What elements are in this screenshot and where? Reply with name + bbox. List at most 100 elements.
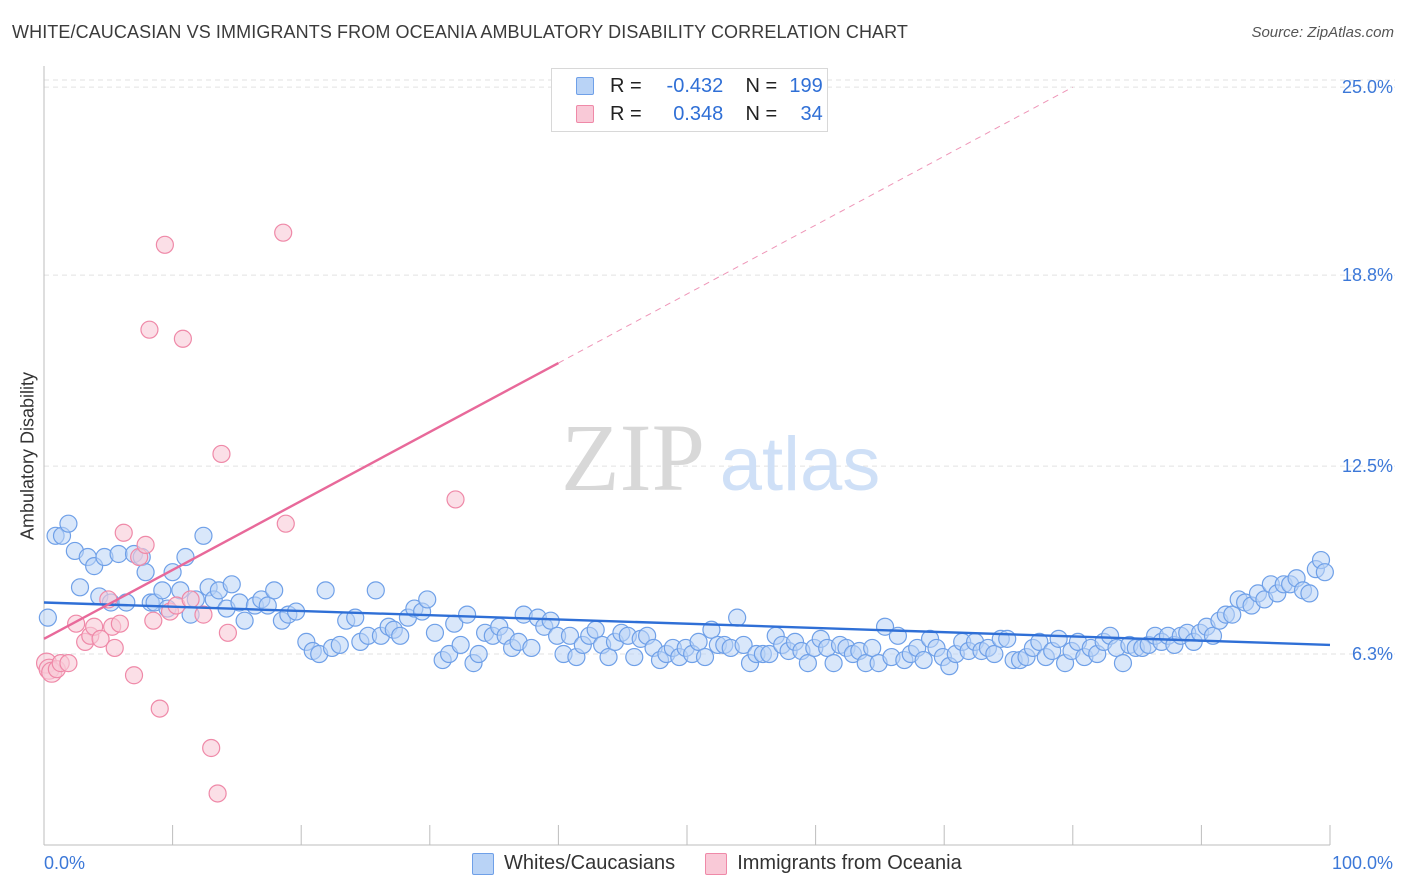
legend-swatch-oceania: [576, 105, 594, 123]
legend-r-value: 0.348: [673, 102, 724, 125]
legend: R = -0.432 N = 199 R = 0.348 N = 34: [551, 68, 828, 132]
point-whites: [330, 635, 349, 655]
point-whites: [560, 626, 580, 645]
legend-r-label: R =: [610, 102, 642, 125]
point-whites: [824, 654, 843, 673]
point-oceania: [274, 223, 293, 242]
point-oceania: [105, 638, 124, 658]
bottom-legend-label-whites: Whites/Caucasians: [504, 852, 676, 874]
point-whites: [265, 581, 284, 600]
series-whites: [38, 514, 1334, 676]
y-tick-label: 18.8%: [1342, 265, 1393, 285]
trend-extension-oceania: [558, 86, 1074, 364]
legend-r-value: -0.432: [666, 74, 724, 97]
point-oceania: [59, 654, 78, 673]
point-whites: [1049, 629, 1068, 648]
point-whites: [391, 626, 410, 645]
point-whites: [1113, 654, 1133, 673]
y-tick-label: 12.5%: [1342, 456, 1393, 476]
point-whites: [38, 608, 57, 627]
point-whites: [109, 544, 128, 564]
point-whites: [1030, 632, 1049, 651]
bottom-legend-swatch-whites: [472, 852, 494, 875]
point-oceania: [144, 611, 163, 630]
bottom-legend-whites: Whites/Caucasians: [472, 852, 675, 875]
point-whites: [586, 620, 605, 639]
bottom-legend-swatch-oceania: [705, 852, 728, 875]
legend-n-value: 34: [800, 102, 823, 125]
point-oceania: [110, 614, 129, 633]
point-whites: [316, 581, 335, 600]
point-oceania: [136, 535, 155, 554]
point-whites: [863, 638, 882, 658]
point-oceania: [150, 699, 169, 718]
point-whites: [1315, 563, 1334, 582]
point-whites: [1223, 605, 1242, 624]
series-oceania: [35, 223, 465, 803]
watermark: ZIP atlas: [561, 404, 880, 511]
point-whites: [457, 605, 477, 624]
legend-r-label: R =: [610, 74, 642, 97]
point-oceania: [276, 514, 295, 533]
point-whites: [117, 593, 136, 612]
bottom-legend: Whites/Caucasians Immigrants from Oceani…: [472, 852, 992, 875]
point-oceania: [446, 490, 465, 509]
trend-lines: [43, 86, 1331, 647]
point-whites: [1300, 584, 1319, 603]
y-tick-label: 25.0%: [1342, 77, 1393, 97]
point-whites: [222, 575, 241, 594]
point-whites: [70, 578, 90, 597]
point-whites: [451, 635, 470, 655]
point-whites: [425, 623, 445, 642]
legend-swatch-whites: [576, 77, 594, 95]
point-whites: [194, 526, 213, 545]
point-whites: [734, 635, 753, 655]
source-credit: Source: ZipAtlas.com: [1251, 24, 1394, 41]
point-whites: [136, 563, 155, 582]
point-oceania: [114, 523, 133, 542]
point-whites: [235, 611, 254, 630]
point-whites: [914, 650, 933, 670]
point-whites: [728, 608, 747, 627]
point-whites: [599, 647, 618, 667]
point-oceania: [91, 629, 110, 648]
point-whites: [689, 632, 708, 651]
point-oceania: [124, 666, 144, 685]
point-whites: [798, 654, 817, 673]
tick-labels: 6.3% 12.5% 18.8% 25.0% 0.0% 100.0%: [44, 77, 1393, 873]
x-tick-label: 0.0%: [44, 853, 85, 873]
y-axis-label: Ambulatory Disability: [17, 371, 38, 541]
point-whites: [522, 638, 541, 658]
bottom-legend-oceania: Immigrants from Oceania: [705, 852, 962, 875]
point-oceania: [140, 320, 159, 339]
axes: [43, 66, 1331, 846]
watermark-zip: ZIP: [561, 404, 705, 511]
point-whites: [258, 596, 277, 615]
legend-row-whites: R = -0.432 N = 199: [576, 73, 823, 99]
legend-n-label: N =: [745, 74, 778, 97]
point-oceania: [173, 329, 192, 348]
chart-title: WHITE/CAUCASIAN VS IMMIGRANTS FROM OCEAN…: [12, 22, 909, 42]
point-whites: [153, 581, 172, 600]
point-whites: [541, 611, 560, 630]
point-whites: [59, 514, 78, 533]
legend-row-oceania: R = 0.348 N = 34: [576, 101, 823, 127]
point-whites: [469, 644, 488, 664]
point-oceania: [194, 605, 213, 624]
trend-line-whites: [43, 601, 1331, 647]
watermark-atlas: atlas: [720, 422, 881, 507]
point-whites: [695, 647, 715, 667]
y-tick-label: 6.3%: [1352, 644, 1393, 664]
point-oceania: [208, 784, 227, 803]
x-tick-label: 100.0%: [1332, 853, 1393, 873]
point-oceania: [202, 738, 221, 758]
legend-n-label: N =: [745, 102, 778, 125]
point-oceania: [212, 444, 231, 464]
point-whites: [418, 590, 437, 609]
legend-n-value: 199: [789, 74, 823, 97]
point-oceania: [181, 590, 200, 609]
gridlines: [44, 79, 1395, 655]
point-oceania: [218, 623, 237, 642]
point-whites: [760, 644, 779, 664]
